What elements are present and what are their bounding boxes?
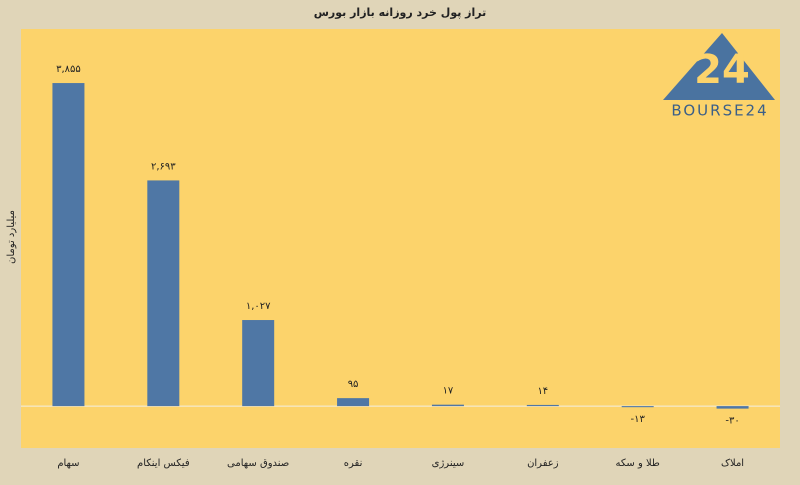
x-tick-label: صندوق سهامی (227, 458, 289, 469)
bar (716, 406, 749, 409)
bar (621, 406, 654, 408)
value-label: ۲,۶۹۳ (151, 161, 176, 172)
plot-area (21, 29, 780, 448)
x-tick-label: سهام (57, 458, 79, 469)
bar (52, 83, 85, 407)
value-label: ۹۵ (348, 379, 359, 390)
bar (526, 404, 559, 407)
y-axis-label: میلیارد تومان (6, 210, 17, 264)
x-tick-label: نقره (344, 458, 363, 469)
x-tick-label: فیکس اینکام (137, 458, 190, 469)
x-tick-label: املاک (721, 458, 744, 469)
logo-triangle (663, 33, 775, 100)
logo-text: BOURSE24 (671, 102, 768, 120)
chart-title: تراز پول خرد روزانه بازار بورس (314, 6, 487, 19)
x-tick-label: سینرژی (432, 458, 465, 469)
value-label: ۱,۰۲۷ (246, 301, 271, 312)
value-label: -۳۰ (725, 416, 739, 427)
value-label: ۱۴ (537, 386, 548, 397)
logo: 24 BOURSE24 (663, 33, 775, 120)
logo-mark: 24 (694, 47, 750, 93)
value-label: -۱۳ (631, 414, 646, 425)
x-tick-label: زعفران (527, 458, 559, 469)
bar (147, 180, 180, 407)
value-label: ۳,۸۵۵ (56, 64, 81, 75)
x-tick-label: طلا و سکه (616, 458, 660, 469)
bar (242, 320, 275, 407)
value-label: ۱۷ (443, 386, 454, 397)
bar (337, 398, 370, 407)
bar (431, 404, 464, 407)
